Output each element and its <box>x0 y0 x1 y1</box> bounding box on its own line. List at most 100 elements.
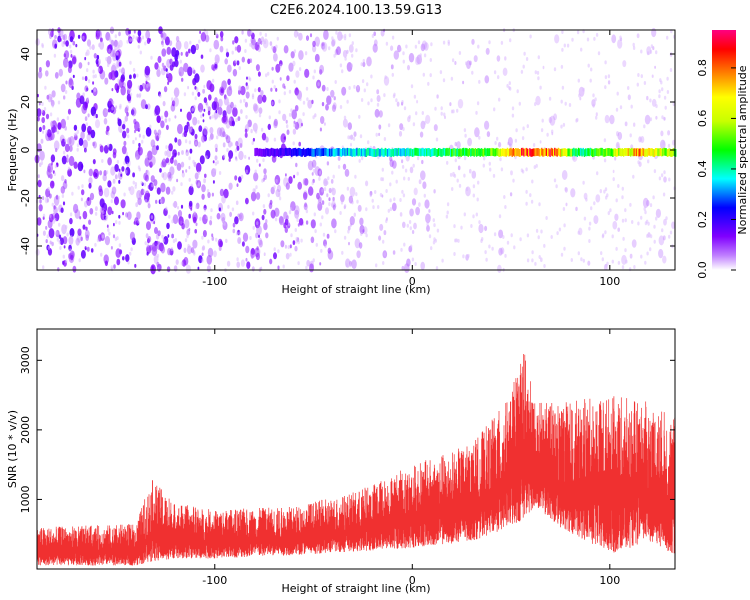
spectrogram-speckle <box>67 168 72 177</box>
spectrogram-faint-speckle <box>356 85 360 90</box>
spectrogram-speckle <box>320 116 325 124</box>
spectrogram-faint-speckle <box>435 266 439 271</box>
spectrogram-speckle <box>250 247 255 256</box>
spectrogram-speckle <box>62 34 66 41</box>
spectrogram-faint-speckle <box>403 106 407 111</box>
spectrogram-faint-speckle <box>553 67 557 72</box>
spectrogram-faint-speckle <box>125 151 128 156</box>
spectrogram-faint-speckle <box>277 249 280 254</box>
spectrogram-speckle <box>356 250 361 259</box>
spectrogram-speckle <box>255 232 259 239</box>
spectrogram-speckle <box>49 180 55 189</box>
spectrogram-band-cell <box>462 147 465 156</box>
spectrogram-speckle <box>62 95 66 100</box>
spectrogram-speckle <box>202 88 206 94</box>
spectrogram-faint-speckle <box>279 63 282 68</box>
spectrogram-faint-speckle <box>137 44 140 49</box>
spectrogram-faint-speckle <box>107 228 110 232</box>
spectrogram-speckle <box>612 220 618 230</box>
spectrogram-band-cell <box>529 148 531 156</box>
spectrogram-speckle <box>418 202 421 207</box>
spectrogram-speckle <box>88 182 92 189</box>
spectrogram-faint-speckle <box>560 124 563 129</box>
spectrogram-speckle <box>222 131 226 138</box>
spectrogram-speckle <box>183 130 188 138</box>
spectrogram-speckle <box>174 53 179 61</box>
spectrogram-faint-speckle <box>502 235 505 239</box>
spectrogram-band-cell <box>539 148 542 157</box>
spectrogram-speckle <box>312 44 317 53</box>
spectrogram-faint-speckle <box>413 94 417 99</box>
spectrogram-faint-speckle <box>410 244 413 249</box>
spectrogram-faint-speckle <box>195 205 198 209</box>
spectrogram-band-cell <box>524 148 526 157</box>
spectrogram-band-cell <box>464 148 466 157</box>
spectrogram-speckle <box>306 259 311 267</box>
spectrogram-speckle <box>548 116 552 124</box>
spectrogram-speckle <box>217 238 223 248</box>
spectrogram-speckle <box>294 87 300 96</box>
spectrogram-speckle <box>238 89 241 95</box>
spectrogram-band-cell <box>414 147 416 156</box>
spectrogram-speckle <box>232 68 238 77</box>
spectrogram-speckle <box>89 192 95 201</box>
spectrogram-speckle <box>134 137 137 141</box>
spectrogram-faint-speckle <box>520 69 524 74</box>
spectrogram-speckle <box>238 150 244 161</box>
spectrogram-speckle <box>92 141 97 149</box>
spectrogram-faint-speckle <box>371 34 375 38</box>
spectrogram-band-cell <box>397 147 400 156</box>
spectrogram-faint-speckle <box>289 252 292 257</box>
spectrogram-band-cell <box>281 147 283 156</box>
spectrogram-band-cell <box>577 147 580 156</box>
spectrogram-band-cell <box>467 149 469 157</box>
spectrogram-faint-speckle <box>46 234 49 239</box>
spectrogram-faint-speckle <box>571 37 574 42</box>
spectrogram-band-cell <box>435 149 437 157</box>
spectrogram-faint-speckle <box>267 71 270 76</box>
spectrogram-faint-speckle <box>412 122 416 127</box>
spectrogram-band-cell <box>602 148 605 157</box>
spectrogram-faint-speckle <box>475 110 478 115</box>
spectrogram-band-cell <box>447 148 449 157</box>
spectrogram-faint-speckle <box>637 221 640 226</box>
spectrogram-speckle <box>62 236 68 245</box>
spectrogram-faint-speckle <box>101 234 104 239</box>
spectrogram-faint-speckle <box>351 41 354 46</box>
spectrogram-speckle <box>35 38 40 46</box>
spectrogram-faint-speckle <box>238 66 241 71</box>
spectrogram-band-cell <box>300 149 302 157</box>
spectrogram-faint-speckle <box>264 33 268 37</box>
spectrogram-speckle <box>177 151 180 156</box>
spectrogram-faint-speckle <box>136 93 139 98</box>
spectrogram-speckle <box>73 124 78 131</box>
spectrogram-speckle <box>187 85 190 90</box>
spectrogram-speckle <box>194 86 197 90</box>
spectrogram-faint-speckle <box>478 135 481 140</box>
spectrogram-band-cell <box>342 148 344 156</box>
spectrogram-faint-speckle <box>666 35 669 40</box>
spectrogram-speckle <box>257 87 261 93</box>
spectrogram-speckle <box>120 173 123 177</box>
spectrogram-speckle <box>42 230 46 236</box>
spectrogram-speckle <box>604 114 610 124</box>
spectrogram-y-tick-label: 0 <box>19 147 32 154</box>
spectrogram-speckle <box>294 105 299 112</box>
spectrogram-faint-speckle <box>481 237 484 241</box>
spectrogram-band-cell <box>562 148 564 157</box>
spectrogram-band-cell <box>339 148 341 157</box>
spectrogram-faint-speckle <box>129 92 133 97</box>
spectrogram-faint-speckle <box>385 41 389 46</box>
spectrogram-faint-speckle <box>512 178 515 183</box>
spectrogram-speckle <box>314 113 317 118</box>
spectrogram-speckle <box>95 113 98 119</box>
spectrogram-faint-speckle <box>532 143 536 147</box>
spectrogram-faint-speckle <box>456 178 459 183</box>
spectrogram-faint-speckle <box>321 188 324 193</box>
spectrogram-speckle <box>219 127 225 138</box>
spectrogram-band-cell <box>552 148 555 157</box>
spectrogram-x-tick-label: 100 <box>599 275 620 288</box>
spectrogram-faint-speckle <box>545 216 548 220</box>
spectrogram-faint-speckle <box>531 250 534 255</box>
spectrogram-speckle <box>672 139 676 146</box>
